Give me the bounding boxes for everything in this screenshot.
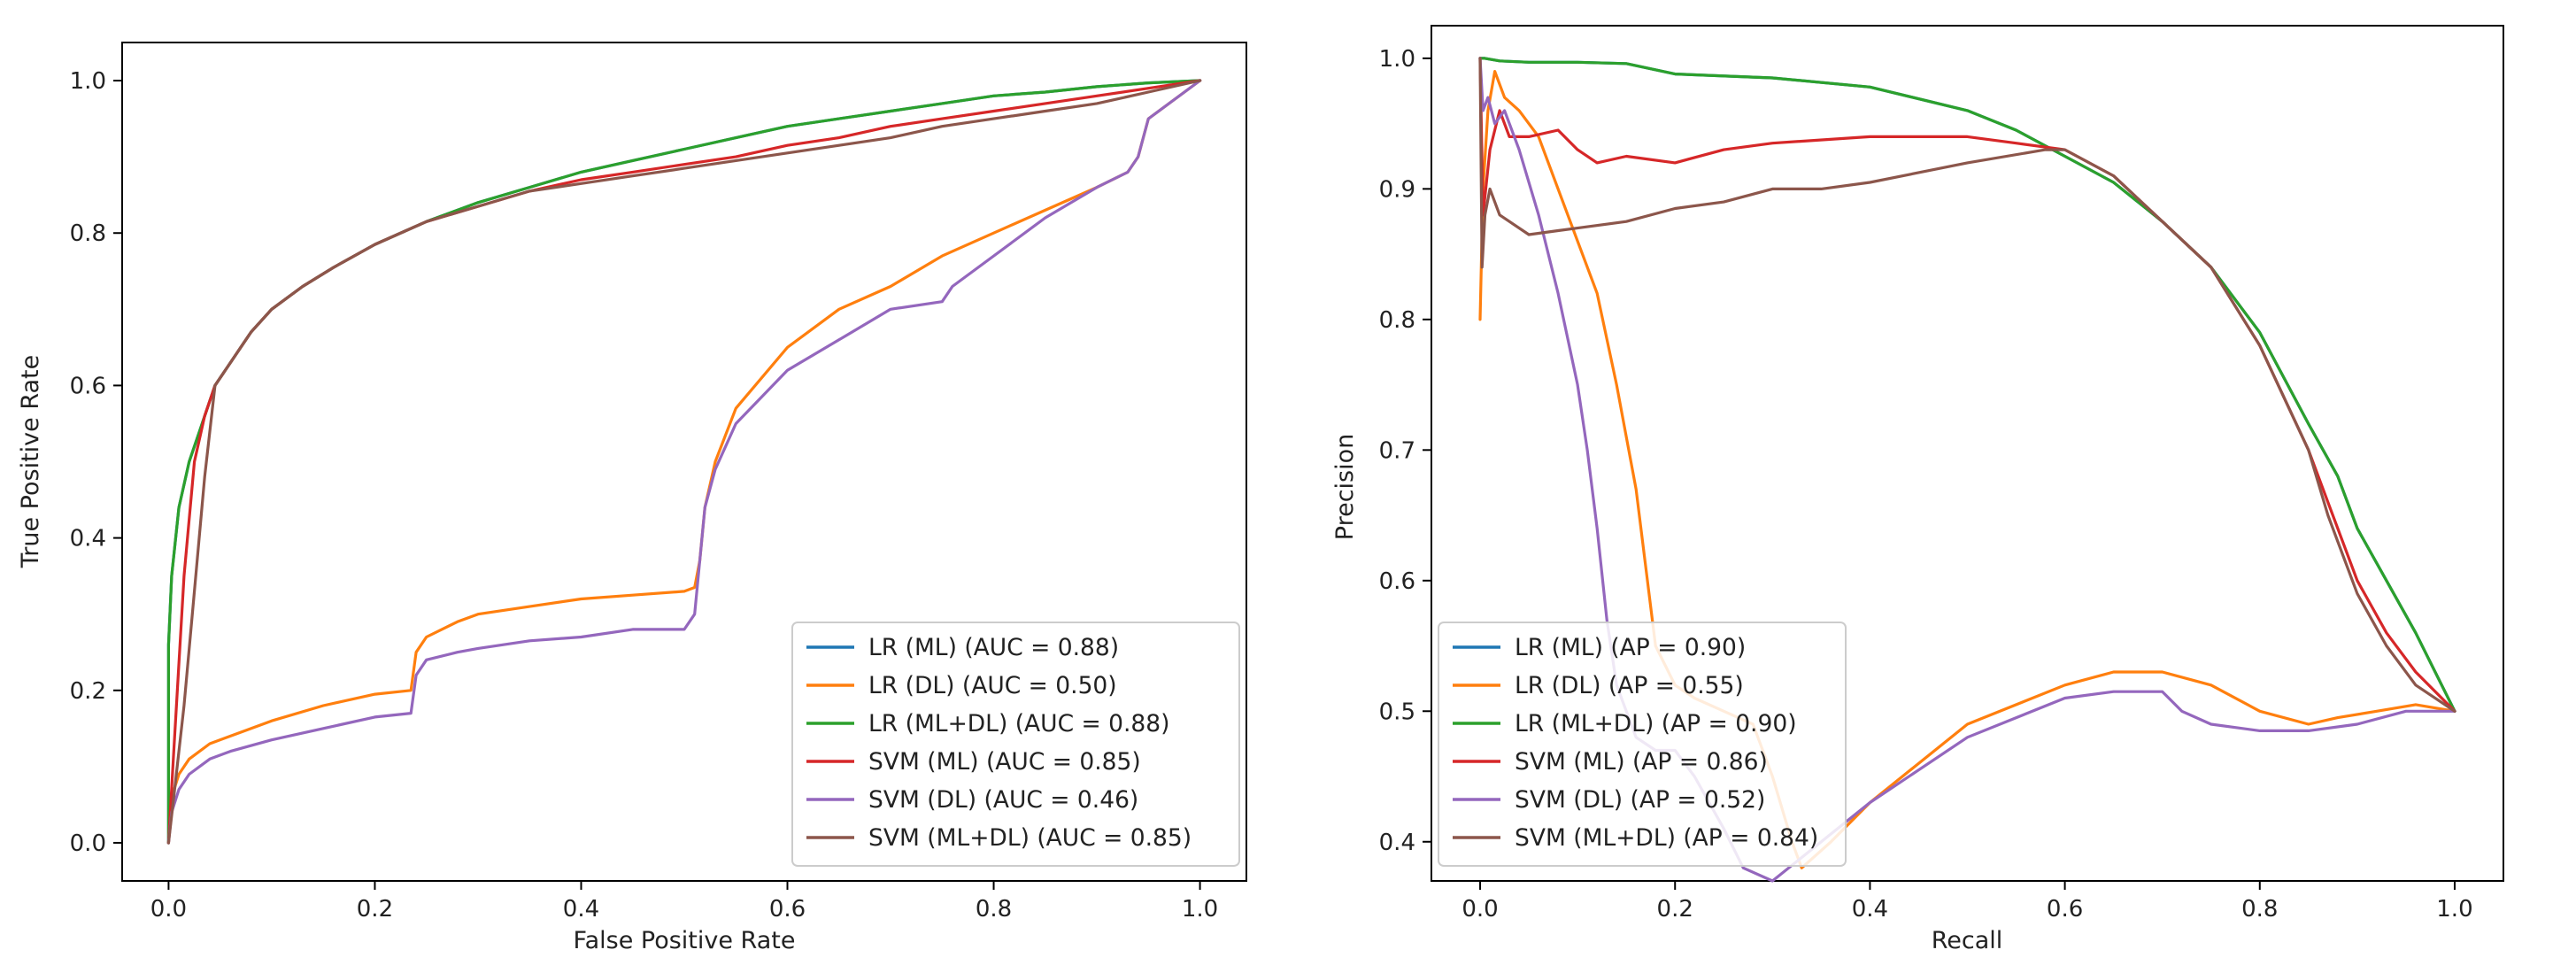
pr-legend-label-2: LR (DL) (AP = 0.55) xyxy=(1515,672,1744,699)
roc-legend-box xyxy=(791,622,1240,867)
pr-legend-box xyxy=(1438,622,1847,867)
roc-y-tick-label: 0.4 xyxy=(70,526,106,552)
pr-legend-label-6: SVM (ML+DL) (AP = 0.84) xyxy=(1515,824,1818,852)
pr-legend-label-3: LR (ML+DL) (AP = 0.90) xyxy=(1515,710,1797,737)
pr-series-line-6 xyxy=(1478,57,2456,713)
pr-y-ticks: 0.4 0.5 0.6 0.7 0.8 0.9 1.0 xyxy=(1379,46,1431,856)
pr-y-tick-label: 0.6 xyxy=(1379,568,1415,595)
roc-chart: 0.0 0.2 0.4 0.6 0.8 1.0 0.0 0.2 0.4 0.6 0.8 1.0 Fa… xyxy=(17,42,1247,954)
pr-legend-label-1: LR (ML) (AP = 0.90) xyxy=(1515,634,1746,661)
pr-y-tick-label: 0.9 xyxy=(1379,176,1415,203)
pr-x-tick-label: 0.2 xyxy=(1657,896,1693,923)
pr-y-tick-label: 0.4 xyxy=(1379,830,1415,856)
roc-x-tick-label: 0.4 xyxy=(563,896,599,923)
roc-x-ticks: 0.0 0.2 0.4 0.6 0.8 1.0 xyxy=(150,881,1218,923)
roc-legend-label-4: SVM (ML) (AUC = 0.85) xyxy=(868,748,1141,776)
roc-legend-label-1: LR (ML) (AUC = 0.88) xyxy=(868,634,1119,661)
roc-legend-label-6: SVM (ML+DL) (AUC = 0.85) xyxy=(868,824,1192,852)
pr-legend-label-4: SVM (ML) (AP = 0.86) xyxy=(1515,748,1768,776)
pr-x-axis-label: Recall xyxy=(1932,927,2003,954)
roc-y-tick-label: 1.0 xyxy=(70,68,106,95)
roc-y-tick-label: 0.8 xyxy=(70,220,106,247)
pr-x-tick-label: 0.0 xyxy=(1462,896,1498,923)
roc-x-tick-label: 0.6 xyxy=(769,896,806,923)
roc-plot-frame xyxy=(121,42,1247,882)
roc-y-axis-label: True Positive Rate xyxy=(17,355,44,569)
pr-y-tick-label: 0.7 xyxy=(1379,437,1415,464)
pr-x-ticks: 0.0 0.2 0.4 0.6 0.8 1.0 xyxy=(1462,881,2473,923)
pr-series-line-3 xyxy=(1478,57,2456,713)
roc-x-axis-label: False Positive Rate xyxy=(574,927,796,954)
pr-plot-frame xyxy=(1431,25,2504,882)
roc-legend: LR (ML) (AUC = 0.88) LR (DL) (AUC = 0.50)… xyxy=(791,622,1240,867)
pr-series-line-4 xyxy=(1478,57,2456,713)
pr-y-tick-label: 1.0 xyxy=(1379,46,1415,73)
pr-legend-label-5: SVM (DL) (AP = 0.52) xyxy=(1515,786,1765,814)
pr-y-axis-label: Precision xyxy=(1331,434,1359,540)
roc-x-tick-label: 0.2 xyxy=(357,896,393,923)
pr-x-tick-label: 0.4 xyxy=(1852,896,1888,923)
roc-x-tick-label: 1.0 xyxy=(1182,896,1218,923)
pr-chart: 0.0 0.2 0.4 0.6 0.8 1.0 0.4 0.5 0.6 0.7 0.8 0.9 1.0… xyxy=(1331,25,2504,954)
roc-x-tick-label: 0.8 xyxy=(976,896,1012,923)
pr-y-tick-label: 0.8 xyxy=(1379,307,1415,334)
roc-series-line-6 xyxy=(166,79,1202,845)
roc-series-line-2 xyxy=(166,79,1202,845)
roc-series-line-3 xyxy=(166,79,1202,845)
roc-series-line-5 xyxy=(166,79,1202,845)
roc-series xyxy=(166,79,1202,845)
roc-legend-label-5: SVM (DL) (AUC = 0.46) xyxy=(868,786,1138,814)
roc-y-tick-label: 0.6 xyxy=(70,373,106,399)
pr-y-tick-label: 0.5 xyxy=(1379,699,1415,725)
roc-y-ticks: 0.0 0.2 0.4 0.6 0.8 1.0 xyxy=(70,68,122,857)
pr-x-tick-label: 0.6 xyxy=(2047,896,2083,923)
roc-y-tick-label: 0.2 xyxy=(70,678,106,705)
pr-legend: LR (ML) (AP = 0.90) LR (DL) (AP = 0.55) LR… xyxy=(1438,622,1847,867)
pr-x-tick-label: 1.0 xyxy=(2436,896,2472,923)
roc-legend-label-3: LR (ML+DL) (AUC = 0.88) xyxy=(868,710,1169,737)
pr-x-tick-label: 0.8 xyxy=(2241,896,2278,923)
roc-x-tick-label: 0.0 xyxy=(150,896,187,923)
roc-y-tick-label: 0.0 xyxy=(70,830,106,857)
roc-legend-label-2: LR (DL) (AUC = 0.50) xyxy=(868,672,1117,699)
